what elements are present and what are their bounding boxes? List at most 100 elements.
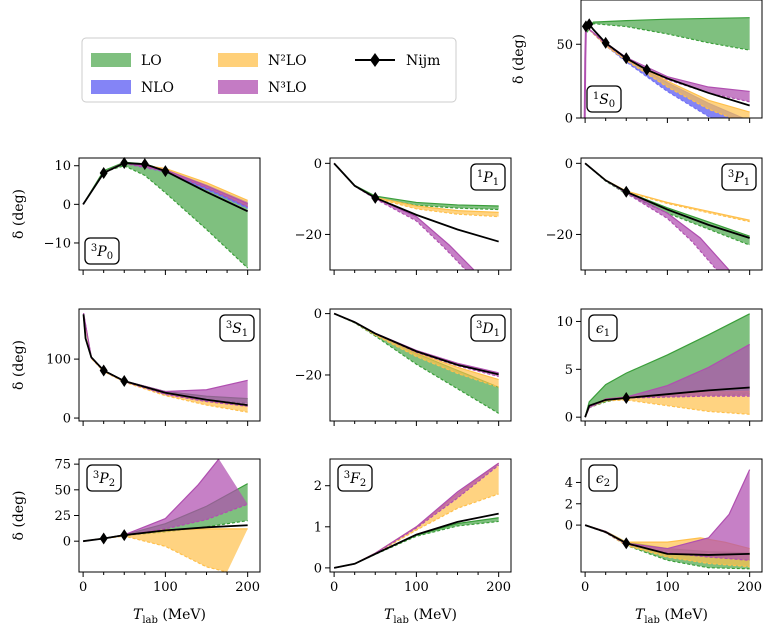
legend-label-n2lo: N²LO: [268, 53, 307, 69]
nijm-point: [140, 158, 149, 171]
channel-label: 3D1: [470, 314, 506, 342]
band-n2lo: [83, 528, 248, 572]
y-axis-label: δ (deg): [11, 340, 27, 390]
band-lo-lower-edge: [333, 313, 499, 414]
channel-label: 3P0: [84, 237, 120, 265]
band-n3lo: [334, 163, 474, 270]
channel-label: 3F2: [337, 464, 373, 492]
nijm-point: [622, 392, 631, 405]
nijm-point: [120, 157, 129, 170]
band-n3lo: [83, 313, 248, 407]
legend-swatch-lo: [91, 53, 131, 67]
nijm-point: [622, 52, 631, 65]
nijm-point: [371, 191, 380, 204]
band-n3lo-lower-edge: [333, 313, 499, 378]
legend-frame: [81, 37, 457, 103]
legend-label-nijm: Nijm: [406, 53, 440, 69]
legend-swatch-n3lo: [218, 80, 258, 94]
y-tick-label: 2: [314, 479, 322, 494]
channel-label: 1S0: [586, 85, 622, 113]
panel-eps1: 0 5 10 ϵ1: [556, 308, 763, 426]
y-axis-label: δ (deg): [511, 34, 527, 84]
nijm-curve: [333, 312, 499, 376]
nijm-point: [642, 63, 651, 76]
legend-label-nlo: NLO: [141, 80, 174, 96]
nijm-point: [99, 532, 108, 545]
nijm-point: [120, 375, 129, 388]
band-lo: [334, 517, 499, 568]
y-tick-label: 0: [63, 412, 71, 427]
band-lo: [334, 313, 499, 414]
panel-3p0: −10 0 10 δ (deg) 3P0: [11, 157, 261, 275]
y-tick-label: −20: [295, 228, 322, 243]
nijm-point: [99, 166, 108, 179]
band-n3lo: [585, 344, 750, 418]
band-n3lo-lower-edge: [585, 26, 750, 103]
x-tick-label: 0: [330, 580, 338, 595]
channel-label: 1P1: [470, 163, 506, 191]
y-tick-label: 75: [54, 458, 71, 473]
svg-text:ϵ2: ϵ2: [596, 471, 610, 489]
legend-swatch-nlo: [91, 80, 131, 94]
legend-label-n3lo: N³LO: [268, 80, 307, 96]
band-lo-upper-edge: [584, 313, 750, 418]
y-tick-label: −20: [546, 228, 573, 243]
legend-diamond-nijm: [370, 53, 380, 67]
y-tick-label: 0: [565, 157, 573, 172]
nijm-curve: [333, 512, 499, 569]
nijm-curve: [82, 314, 248, 406]
nijm-point: [120, 529, 129, 542]
panel-3p1: −20 0 3P1: [546, 157, 763, 275]
x-tick-label: 100: [655, 580, 680, 595]
x-axis-label: Tlab (MeV): [133, 607, 206, 626]
nijm-point: [622, 185, 631, 198]
band-lo-lower-edge: [82, 165, 249, 269]
y-tick-label: 10: [556, 315, 573, 330]
band-n3lo-lower-edge: [333, 162, 467, 270]
band-n2lo-lower-edge: [584, 524, 750, 568]
x-tick-label: 200: [235, 580, 260, 595]
nijm-point: [99, 364, 108, 377]
band-n3lo: [585, 163, 730, 270]
panel-eps2: 0 100 200 0 2 4 Tlab (MeV) ϵ2: [565, 458, 763, 626]
y-tick-label: 0: [565, 112, 573, 127]
band-n3lo: [83, 459, 248, 542]
panel-3d1: −20 0 3D1: [295, 307, 512, 426]
band-lo-upper-edge: [333, 517, 499, 569]
y-tick-label: 4: [565, 476, 573, 491]
plot-area: [584, 162, 750, 270]
nijm-point: [622, 537, 631, 550]
panel-3f2: 0 100 200 0 1 2 Tlab (MeV) 3F2: [314, 458, 512, 626]
legend-label-lo: LO: [141, 53, 162, 69]
y-tick-label: 1: [314, 520, 322, 535]
svg-text:3P0: 3P0: [91, 243, 113, 262]
svg-text:1P1: 1P1: [477, 169, 499, 188]
axes-frame: [329, 157, 512, 271]
y-tick-label: 0: [314, 561, 322, 576]
svg-text:3D1: 3D1: [476, 320, 500, 339]
nijm-curve: [584, 524, 750, 556]
y-tick-label: 25: [54, 509, 71, 524]
band-n2lo-lower-edge: [333, 493, 499, 569]
svg-text:3S1: 3S1: [226, 320, 248, 339]
band-n3lo: [585, 469, 750, 561]
panel-1p1: −20 0 1P1: [295, 157, 512, 275]
nijm-curve: [333, 162, 499, 243]
nijm-point: [161, 165, 170, 178]
band-n3lo-lowT: [583, 26, 587, 118]
x-tick-label: 200: [737, 580, 762, 595]
plot-area: [333, 462, 500, 569]
axes-frame: [580, 458, 763, 573]
y-tick-label: 0: [565, 519, 573, 534]
axes-frame: [78, 308, 261, 422]
y-tick-label: 100: [46, 353, 71, 368]
plot-area: [333, 162, 499, 270]
axes-frame: [580, 157, 763, 271]
y-tick-label: 10: [54, 159, 71, 174]
band-n2lo: [334, 313, 499, 388]
panel-3s1: 0 100 δ (deg) 3S1: [11, 308, 261, 427]
y-axis-label: δ (deg): [11, 189, 27, 239]
x-tick-label: 0: [79, 580, 87, 595]
svg-text:3P1: 3P1: [728, 169, 750, 188]
